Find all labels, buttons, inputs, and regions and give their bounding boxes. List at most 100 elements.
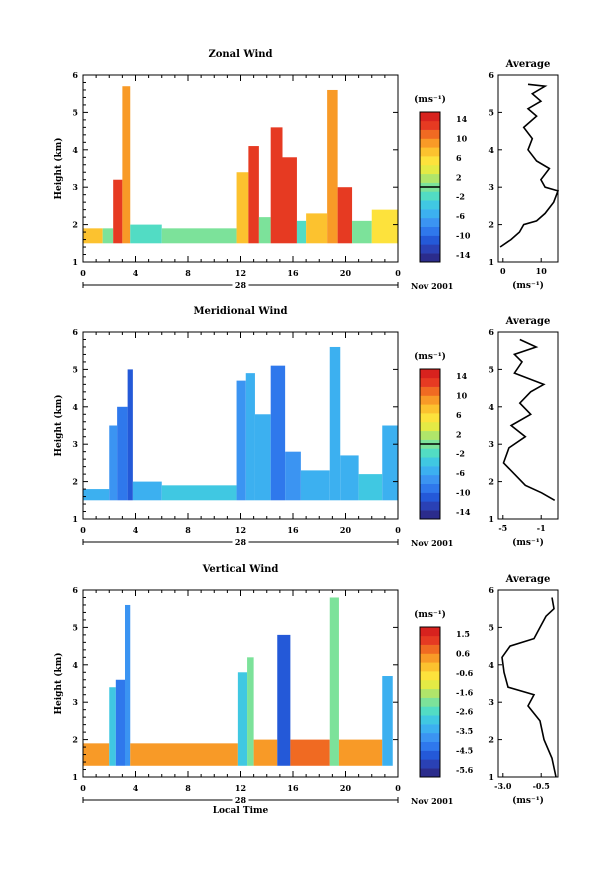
profile-y-tick-label: 2: [488, 220, 494, 230]
day-label-bg: [232, 537, 249, 547]
y-axis-label: Height (km): [53, 652, 64, 714]
colorbar-frame: [419, 626, 441, 778]
colorbar-swatch: [420, 200, 440, 210]
heatmap-cell: [109, 687, 116, 766]
profile-title: Average: [505, 574, 551, 585]
colorbar-swatch: [420, 768, 440, 778]
heatmap-cell: [338, 739, 383, 766]
colorbar-swatch: [420, 253, 440, 263]
colorbar-swatch: [420, 191, 440, 201]
y-tick-label: 5: [72, 622, 78, 632]
profile-y-tick-label: 6: [488, 585, 494, 595]
profile-y-tick-label: 2: [488, 735, 494, 745]
heatmap-cell: [113, 179, 123, 244]
colorbar-swatch: [420, 483, 440, 493]
x-tick-label: 0: [395, 268, 401, 278]
y-tick-label: 2: [72, 220, 78, 230]
colorbar-label: 14: [456, 114, 468, 124]
colorbar-label: -14: [456, 250, 471, 260]
colorbar-swatch: [420, 466, 440, 476]
colorbar-label: 2: [456, 172, 462, 182]
profile-line: [502, 338, 556, 501]
heatmap-cell: [132, 481, 162, 501]
x-tick-label: 0: [80, 783, 86, 793]
profile-x-tick-label: -3.0: [494, 781, 512, 791]
colorbar-swatch: [420, 741, 440, 751]
heatmap-cell: [161, 485, 237, 501]
heatmap-cell: [329, 597, 339, 766]
x-tick-label: 0: [395, 525, 401, 535]
profile-x-tick-label: 10: [536, 266, 548, 276]
date-label: Nov 2001: [411, 281, 453, 291]
heatmap-cell: [327, 89, 338, 244]
day-label: 28: [235, 537, 247, 547]
colorbar-label: 14: [456, 371, 468, 381]
profile-line: [499, 83, 560, 248]
heatmap-cell: [254, 414, 271, 501]
profile-y-tick-label: 1: [488, 514, 494, 524]
date-label: Nov 2001: [411, 538, 453, 548]
colorbar-swatch: [420, 147, 440, 157]
colorbar-label: -2: [456, 192, 465, 202]
colorbar-swatch: [420, 662, 440, 672]
heatmap-cell: [382, 676, 393, 766]
colorbar-label: -5.6: [456, 765, 474, 775]
heatmap-cell: [329, 346, 341, 501]
heatmap-cell: [277, 634, 291, 766]
profile-frame: [497, 589, 559, 778]
heatmap-cell: [371, 209, 398, 244]
profile-title: Average: [505, 59, 551, 70]
colorbar-swatch: [420, 715, 440, 725]
colorbar-label: -6: [456, 211, 465, 221]
profile-y-tick-label: 6: [488, 327, 494, 337]
y-tick-label: 1: [72, 514, 78, 524]
colorbar-swatch: [420, 430, 440, 440]
colorbar-swatch: [420, 129, 440, 139]
heatmap-cell: [285, 451, 301, 501]
heatmap-cell: [296, 220, 307, 244]
colorbar-label: -2.6: [456, 707, 474, 717]
panel-title: Zonal Wind: [208, 49, 272, 60]
heatmap-cell: [127, 369, 133, 501]
colorbar-swatch: [420, 120, 440, 130]
profile-y-tick-label: 1: [488, 772, 494, 782]
profile-x-label: (ms⁻¹): [512, 537, 544, 548]
heatmap-cell: [352, 220, 372, 244]
heatmap-cell: [300, 470, 330, 501]
colorbar-swatch: [420, 750, 440, 760]
heatmap-cell: [237, 672, 248, 766]
profile-y-tick-label: 3: [488, 439, 494, 449]
profile-x-tick-label: 0: [500, 266, 506, 276]
y-tick-label: 3: [72, 182, 78, 192]
heatmap-cell: [83, 228, 103, 244]
day-label: 28: [235, 795, 247, 805]
heatmap-cell: [258, 217, 271, 244]
heatmap-cell: [358, 474, 383, 501]
colorbar-swatch: [420, 226, 440, 236]
profile-x-tick-label: -1: [537, 523, 546, 533]
colorbar-swatch: [420, 724, 440, 734]
day-label: 28: [235, 280, 247, 290]
colorbar-label: 1.5: [456, 629, 470, 639]
day-label-bg: [232, 280, 249, 290]
heatmap-cell: [253, 739, 278, 766]
y-tick-label: 2: [72, 735, 78, 745]
profile-y-tick-label: 1: [488, 257, 494, 267]
colorbar-label: 10: [456, 390, 468, 400]
colorbar-swatch: [420, 510, 440, 520]
y-tick-label: 5: [72, 364, 78, 374]
colorbar-swatch: [420, 404, 440, 414]
profile-line: [501, 597, 557, 778]
colorbar-label: -1.6: [456, 687, 474, 697]
colorbar-swatch: [420, 217, 440, 228]
colorbar-label: -10: [456, 488, 471, 498]
heatmap-cell: [115, 679, 125, 766]
heatmap-cell: [245, 373, 255, 501]
y-tick-label: 3: [72, 697, 78, 707]
x-tick-label: 16: [287, 268, 299, 278]
heatmap-cell: [236, 380, 246, 501]
heatmap-cell: [125, 604, 131, 766]
profile-y-tick-label: 3: [488, 697, 494, 707]
colorbar-label: -14: [456, 507, 471, 517]
